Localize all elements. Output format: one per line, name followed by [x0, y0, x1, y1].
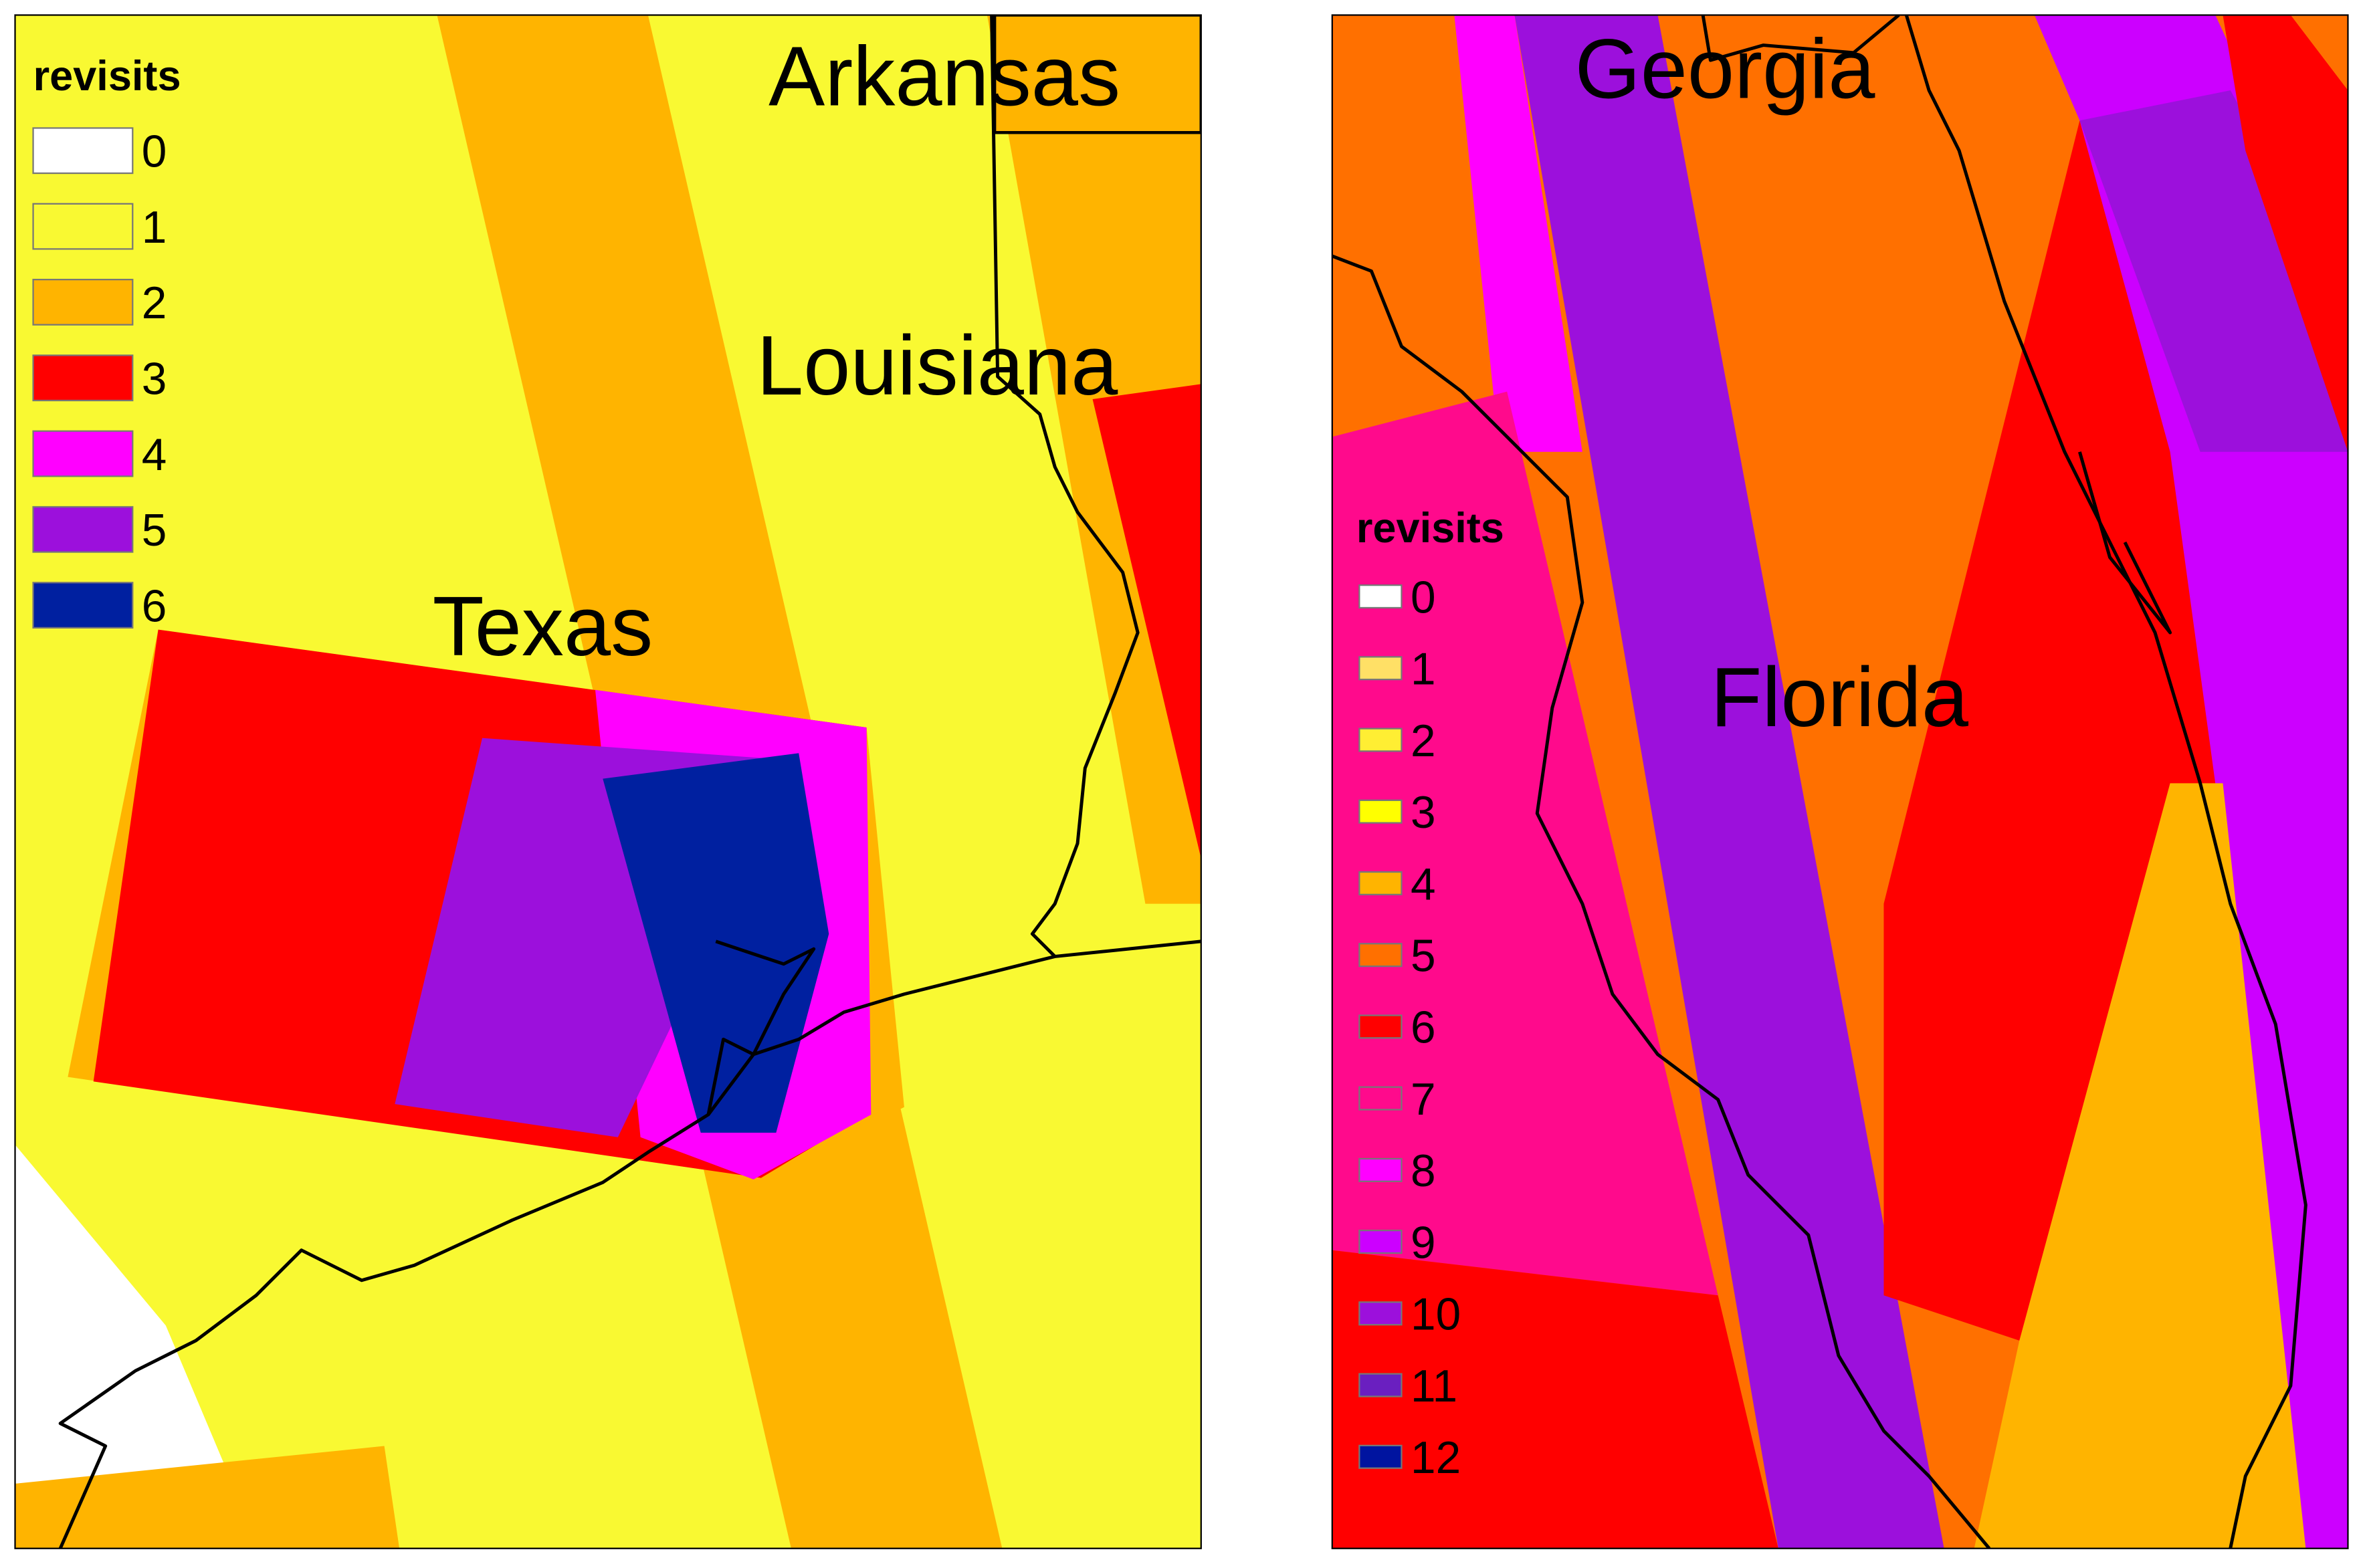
legend-swatch	[1358, 1230, 1403, 1254]
legend-swatch	[1358, 943, 1403, 968]
legend-label: 5	[1411, 931, 1436, 982]
legend-swatch	[1358, 1157, 1403, 1182]
legend-swatch	[32, 430, 134, 477]
legend-swatch	[1358, 871, 1403, 895]
legend-label: 11	[1411, 1361, 1457, 1412]
legend-title: revisits	[1356, 505, 1504, 552]
legend-label: 3	[1411, 788, 1436, 838]
legend-label: 4	[1411, 859, 1436, 909]
state-label: Arkansas	[768, 29, 1120, 124]
state-label: Georgia	[1575, 21, 1876, 116]
legend-label: 8	[1411, 1146, 1436, 1196]
legend-label: 1	[142, 203, 167, 253]
legend: 0 1 2 3 4 5 6	[32, 127, 167, 631]
state-label: Florida	[1710, 650, 1968, 744]
legend-swatch	[32, 203, 134, 250]
legend-swatch	[32, 582, 134, 629]
legend-label: 12	[1411, 1433, 1461, 1483]
legend-label: 0	[1411, 572, 1436, 623]
legend-swatch	[32, 354, 134, 402]
legend-label: 10	[1411, 1290, 1461, 1340]
legend-label: 2	[142, 278, 167, 328]
legend-swatch	[1358, 1444, 1403, 1469]
legend-label: 4	[142, 430, 167, 480]
state-label: Texas	[433, 579, 653, 673]
legend-label: 5	[142, 506, 167, 556]
legend-swatch	[1358, 1014, 1403, 1039]
legend-label: 3	[142, 354, 167, 405]
state-label: Louisiana	[756, 318, 1118, 413]
legend-swatch	[1358, 1086, 1403, 1111]
legend-swatch	[1358, 1373, 1403, 1397]
legend-label: 6	[142, 581, 167, 631]
legend-label: 2	[1411, 716, 1436, 766]
legend-swatch	[32, 278, 134, 326]
legend-label: 9	[1411, 1218, 1436, 1268]
legend-label: 6	[1411, 1003, 1436, 1053]
legend-swatch	[1358, 656, 1403, 681]
legend-swatch	[1358, 1301, 1403, 1326]
legend-label: 7	[1411, 1075, 1436, 1125]
legend-swatch	[1358, 727, 1403, 752]
right-map: Georgia Florida revisits 012345678910111…	[1331, 14, 2349, 1549]
legend-label: 1	[1411, 645, 1436, 695]
legend-label: 0	[142, 127, 167, 177]
left-map: Arkansas Louisiana Texas revisits 0 1 2 3 4 5…	[14, 14, 1202, 1549]
legend-swatch	[32, 127, 134, 175]
legend-swatch	[1358, 584, 1403, 609]
legend-swatch	[1358, 799, 1403, 824]
legend-title: revisits	[33, 53, 181, 100]
legend-swatch	[32, 506, 134, 553]
